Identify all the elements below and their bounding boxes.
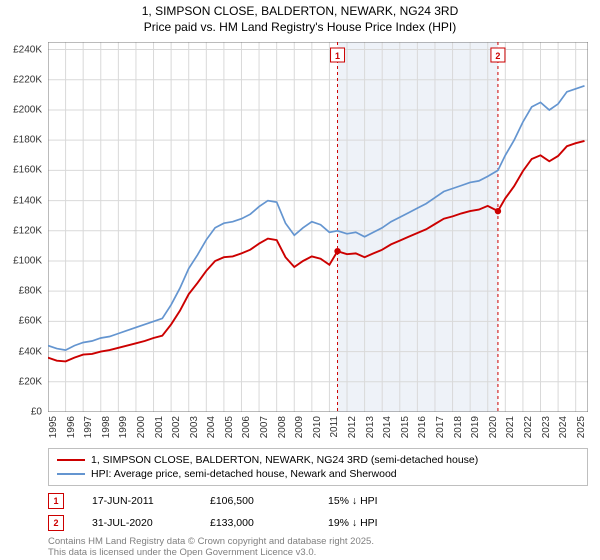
x-tick-label: 2013 — [365, 416, 367, 438]
chart-svg: 12 — [48, 42, 588, 412]
marker-delta-1: 15% ↓ HPI — [328, 495, 418, 507]
x-tick-label: 2012 — [347, 416, 349, 438]
legend-row-hpi: HPI: Average price, semi-detached house,… — [57, 467, 579, 481]
y-tick-label: £160K — [13, 165, 42, 176]
x-tick-label: 2004 — [206, 416, 208, 438]
x-tick-label: 1996 — [66, 416, 68, 438]
chart-plot-area: 12 £0£20K£40K£60K£80K£100K£120K£140K£160… — [48, 42, 588, 412]
x-tick-label: 2018 — [453, 416, 455, 438]
x-tick-label: 2016 — [417, 416, 419, 438]
x-tick-label: 2009 — [294, 416, 296, 438]
y-tick-label: £0 — [31, 407, 42, 418]
y-tick-label: £40K — [19, 346, 42, 357]
x-tick-label: 2000 — [136, 416, 138, 438]
y-tick-label: £140K — [13, 195, 42, 206]
chart-title-line1: 1, SIMPSON CLOSE, BALDERTON, NEWARK, NG2… — [0, 4, 600, 20]
x-tick-label: 1997 — [83, 416, 85, 438]
y-tick-label: £220K — [13, 74, 42, 85]
x-tick-label: 2010 — [312, 416, 314, 438]
marker-row-1: 1 17-JUN-2011 £106,500 15% ↓ HPI — [48, 490, 588, 512]
x-tick-label: 1995 — [48, 416, 50, 438]
svg-text:2: 2 — [495, 51, 500, 61]
y-tick-label: £100K — [13, 255, 42, 266]
y-tick-label: £240K — [13, 44, 42, 55]
x-tick-label: 2003 — [189, 416, 191, 438]
y-tick-label: £120K — [13, 225, 42, 236]
legend-row-price: 1, SIMPSON CLOSE, BALDERTON, NEWARK, NG2… — [57, 453, 579, 467]
x-tick-label: 1999 — [118, 416, 120, 438]
x-tick-label: 2015 — [400, 416, 402, 438]
x-tick-label: 2017 — [435, 416, 437, 438]
marker-price-2: £133,000 — [210, 517, 300, 529]
y-tick-label: £200K — [13, 104, 42, 115]
x-tick-label: 2008 — [277, 416, 279, 438]
legend-swatch-hpi — [57, 473, 85, 475]
y-tick-label: £20K — [19, 376, 42, 387]
legend-label-hpi: HPI: Average price, semi-detached house,… — [91, 468, 397, 480]
marker-table: 1 17-JUN-2011 £106,500 15% ↓ HPI 2 31-JU… — [48, 490, 588, 534]
x-tick-label: 2014 — [382, 416, 384, 438]
legend-swatch-price — [57, 459, 85, 461]
x-tick-label: 2020 — [488, 416, 490, 438]
x-tick-label: 2024 — [558, 416, 560, 438]
marker-price-1: £106,500 — [210, 495, 300, 507]
x-tick-label: 2006 — [241, 416, 243, 438]
y-tick-label: £60K — [19, 316, 42, 327]
marker-badge-1: 1 — [48, 493, 64, 509]
chart-title-line2: Price paid vs. HM Land Registry's House … — [0, 20, 600, 36]
x-tick-label: 2001 — [154, 416, 156, 438]
marker-date-1: 17-JUN-2011 — [92, 495, 182, 507]
marker-row-2: 2 31-JUL-2020 £133,000 19% ↓ HPI — [48, 512, 588, 534]
x-tick-label: 2007 — [259, 416, 261, 438]
x-tick-label: 2011 — [329, 416, 331, 438]
x-tick-label: 1998 — [101, 416, 103, 438]
legend: 1, SIMPSON CLOSE, BALDERTON, NEWARK, NG2… — [48, 448, 588, 486]
y-tick-label: £180K — [13, 135, 42, 146]
x-tick-label: 2025 — [576, 416, 578, 438]
x-tick-label: 2021 — [505, 416, 507, 438]
footer-attribution: Contains HM Land Registry data © Crown c… — [48, 537, 374, 558]
marker-delta-2: 19% ↓ HPI — [328, 517, 418, 529]
x-tick-label: 2023 — [541, 416, 543, 438]
legend-label-price: 1, SIMPSON CLOSE, BALDERTON, NEWARK, NG2… — [91, 454, 478, 466]
x-tick-label: 2019 — [470, 416, 472, 438]
footer-line2: This data is licensed under the Open Gov… — [48, 548, 374, 558]
svg-text:1: 1 — [335, 51, 340, 61]
x-tick-label: 2022 — [523, 416, 525, 438]
y-tick-label: £80K — [19, 286, 42, 297]
x-tick-label: 2005 — [224, 416, 226, 438]
marker-badge-2: 2 — [48, 515, 64, 531]
x-tick-label: 2002 — [171, 416, 173, 438]
marker-date-2: 31-JUL-2020 — [92, 517, 182, 529]
footer-line1: Contains HM Land Registry data © Crown c… — [48, 537, 374, 547]
